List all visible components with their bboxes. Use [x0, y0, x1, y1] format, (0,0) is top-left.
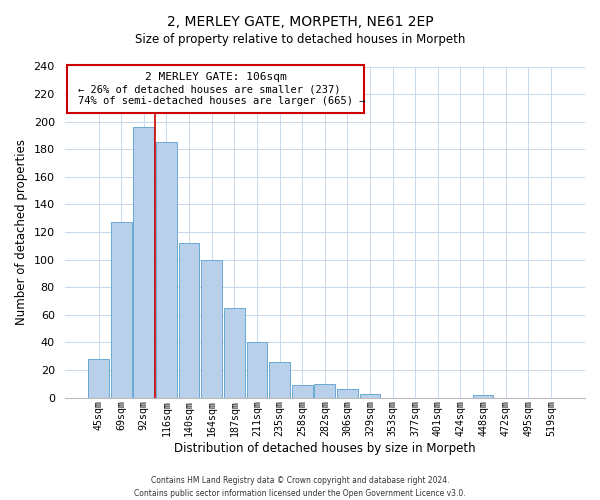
- Bar: [156, 142, 177, 398]
- Y-axis label: Number of detached properties: Number of detached properties: [15, 139, 28, 325]
- Bar: [269, 362, 290, 398]
- Bar: [88, 359, 109, 398]
- Bar: [133, 127, 154, 398]
- Text: 74% of semi-detached houses are larger (665) →: 74% of semi-detached houses are larger (…: [77, 96, 365, 106]
- Text: ← 26% of detached houses are smaller (237): ← 26% of detached houses are smaller (23…: [77, 84, 340, 94]
- Bar: [224, 308, 245, 398]
- Bar: [247, 342, 268, 398]
- Text: Size of property relative to detached houses in Morpeth: Size of property relative to detached ho…: [135, 32, 465, 46]
- Bar: [473, 395, 493, 398]
- X-axis label: Distribution of detached houses by size in Morpeth: Distribution of detached houses by size …: [174, 442, 476, 455]
- FancyBboxPatch shape: [67, 65, 364, 113]
- Bar: [111, 222, 131, 398]
- Bar: [337, 390, 358, 398]
- Text: 2, MERLEY GATE, MORPETH, NE61 2EP: 2, MERLEY GATE, MORPETH, NE61 2EP: [167, 15, 433, 29]
- Bar: [201, 260, 222, 398]
- Bar: [359, 394, 380, 398]
- Bar: [179, 243, 199, 398]
- Text: 2 MERLEY GATE: 106sqm: 2 MERLEY GATE: 106sqm: [145, 72, 286, 83]
- Bar: [292, 385, 313, 398]
- Text: Contains HM Land Registry data © Crown copyright and database right 2024.
Contai: Contains HM Land Registry data © Crown c…: [134, 476, 466, 498]
- Bar: [314, 384, 335, 398]
